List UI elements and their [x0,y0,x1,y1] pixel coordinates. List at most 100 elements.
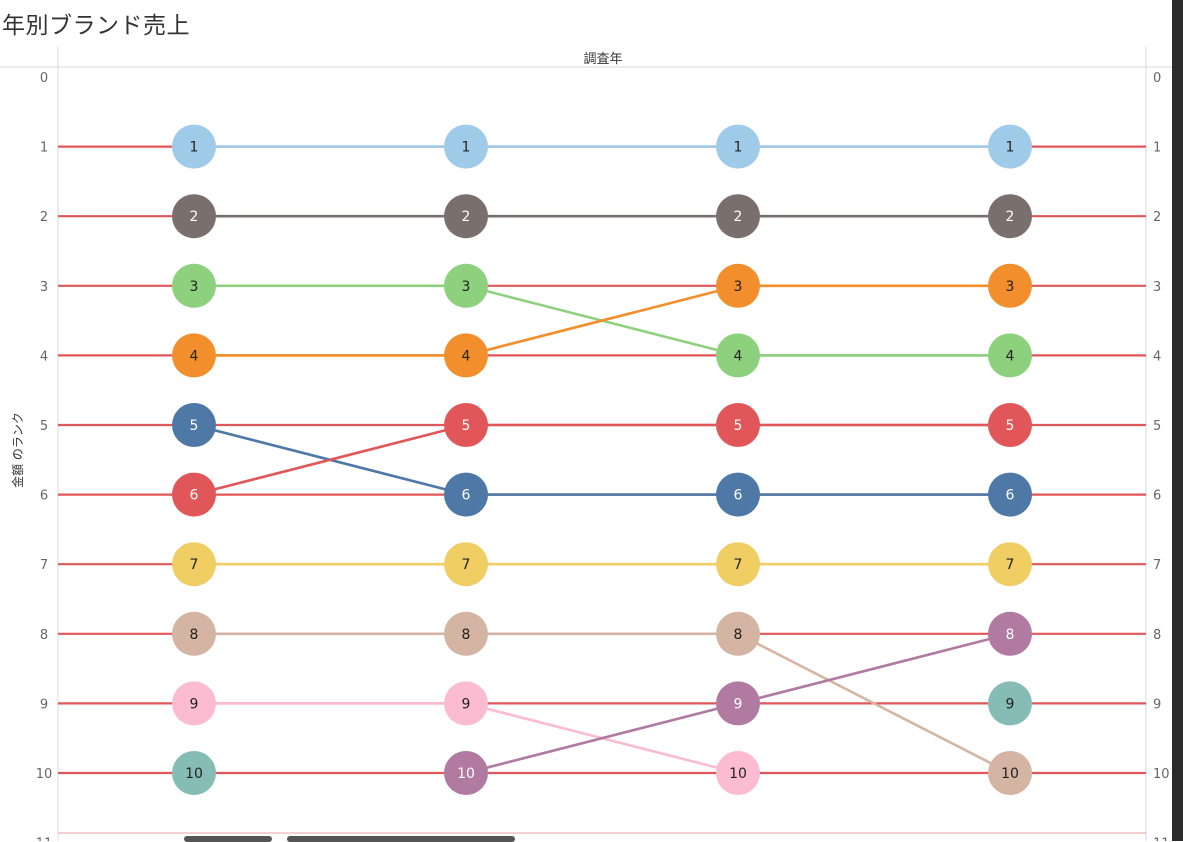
rank-marker-label: 6 [190,488,199,504]
rank-marker-circle[interactable] [172,681,216,726]
rank-marker[interactable]: 4 [444,333,488,378]
rank-marker[interactable]: 4 [172,333,216,378]
rank-marker[interactable]: 8 [444,611,488,656]
rank-marker-circle[interactable] [988,194,1032,239]
rank-marker-circle[interactable] [716,194,760,239]
rank-marker[interactable]: 3 [444,263,488,308]
rank-marker[interactable]: 6 [444,472,488,517]
rank-marker-circle[interactable] [444,542,488,587]
column-header: 調査年 [583,52,622,67]
rank-marker-circle[interactable] [444,263,488,308]
rank-marker[interactable]: 1 [444,124,488,169]
rank-marker[interactable]: 10 [988,751,1032,795]
rank-marker-label: 4 [734,348,743,364]
rank-marker[interactable]: 10 [716,751,760,795]
rank-marker-circle[interactable] [172,333,216,378]
rank-marker[interactable]: 9 [716,681,760,726]
rank-marker[interactable]: 2 [716,194,760,239]
rank-marker-circle[interactable] [988,333,1032,378]
rank-marker[interactable]: 8 [716,611,760,656]
rank-marker-circle[interactable] [172,124,216,169]
rank-marker[interactable]: 2 [988,194,1032,239]
rank-marker-label: 7 [734,557,743,573]
rank-marker[interactable]: 4 [988,333,1032,378]
rank-marker-label: 10 [729,766,747,782]
rank-marker-circle[interactable] [716,542,760,587]
rank-marker-circle[interactable] [172,403,216,447]
y-tick-left: 8 [40,628,48,643]
rank-marker[interactable]: 10 [444,751,488,795]
horizontal-scroll-thumb[interactable] [184,836,272,842]
rank-marker[interactable]: 6 [988,472,1032,517]
rank-marker[interactable]: 9 [988,681,1032,726]
rank-marker[interactable]: 5 [716,403,760,447]
rank-marker-circle[interactable] [172,751,216,795]
rank-marker-circle[interactable] [988,751,1032,795]
rank-marker-circle[interactable] [444,403,488,447]
rank-marker[interactable]: 4 [716,333,760,378]
horizontal-scroll-thumb[interactable] [287,836,515,842]
y-tick-right: 6 [1153,489,1161,504]
rank-marker-circle[interactable] [716,472,760,517]
y-tick-right: 8 [1153,628,1161,643]
y-tick-left: 1 [40,141,48,156]
rank-marker[interactable]: 5 [444,403,488,447]
rank-marker-label: 8 [734,627,743,643]
rank-marker-circle[interactable] [716,751,760,795]
rank-marker-circle[interactable] [172,611,216,656]
rank-marker-circle[interactable] [716,124,760,169]
rank-marker-circle[interactable] [716,333,760,378]
rank-marker-circle[interactable] [444,194,488,239]
rank-marker-circle[interactable] [444,681,488,726]
rank-marker-label: 1 [734,140,743,156]
rank-marker-label: 1 [1006,140,1015,156]
rank-marker-circle[interactable] [172,263,216,308]
rank-marker[interactable]: 10 [172,751,216,795]
y-tick-left: 6 [40,489,48,504]
rank-marker[interactable]: 7 [988,542,1032,587]
rank-marker[interactable]: 6 [172,472,216,517]
rank-marker-circle[interactable] [172,472,216,517]
rank-marker[interactable]: 1 [988,124,1032,169]
rank-marker-circle[interactable] [444,333,488,378]
rank-marker-circle[interactable] [988,611,1032,656]
scrollbar-track[interactable] [1172,0,1183,841]
rank-marker[interactable]: 1 [716,124,760,169]
rank-marker-circle[interactable] [172,542,216,587]
rank-marker[interactable]: 7 [444,542,488,587]
rank-marker[interactable]: 5 [172,403,216,447]
rank-marker[interactable]: 9 [172,681,216,726]
rank-marker-circle[interactable] [988,542,1032,587]
rank-marker-circle[interactable] [988,403,1032,447]
rank-marker-circle[interactable] [988,263,1032,308]
rank-marker-label: 2 [190,209,199,225]
rank-marker-circle[interactable] [172,194,216,239]
rank-marker[interactable]: 3 [716,263,760,308]
rank-marker[interactable]: 2 [444,194,488,239]
rank-marker-circle[interactable] [444,124,488,169]
rank-marker[interactable]: 2 [172,194,216,239]
rank-marker-circle[interactable] [716,263,760,308]
rank-marker-circle[interactable] [988,124,1032,169]
rank-marker-circle[interactable] [716,681,760,726]
rank-marker-circle[interactable] [444,472,488,517]
rank-marker-circle[interactable] [716,403,760,447]
rank-marker[interactable]: 7 [716,542,760,587]
rank-marker[interactable]: 8 [172,611,216,656]
rank-marker[interactable]: 6 [716,472,760,517]
rank-marker[interactable]: 8 [988,611,1032,656]
rank-marker[interactable]: 9 [444,681,488,726]
rank-marker[interactable]: 1 [172,124,216,169]
rank-marker-label: 3 [734,279,743,295]
rank-marker[interactable]: 7 [172,542,216,587]
rank-marker-circle[interactable] [716,611,760,656]
rank-marker[interactable]: 5 [988,403,1032,447]
rank-marker[interactable]: 3 [988,263,1032,308]
rank-marker-label: 2 [1006,209,1015,225]
rank-marker-circle[interactable] [988,681,1032,726]
rank-marker-circle[interactable] [988,472,1032,517]
rank-marker[interactable]: 3 [172,263,216,308]
rank-marker-circle[interactable] [444,751,488,795]
rank-marker-label: 4 [190,348,199,364]
rank-marker-circle[interactable] [444,611,488,656]
